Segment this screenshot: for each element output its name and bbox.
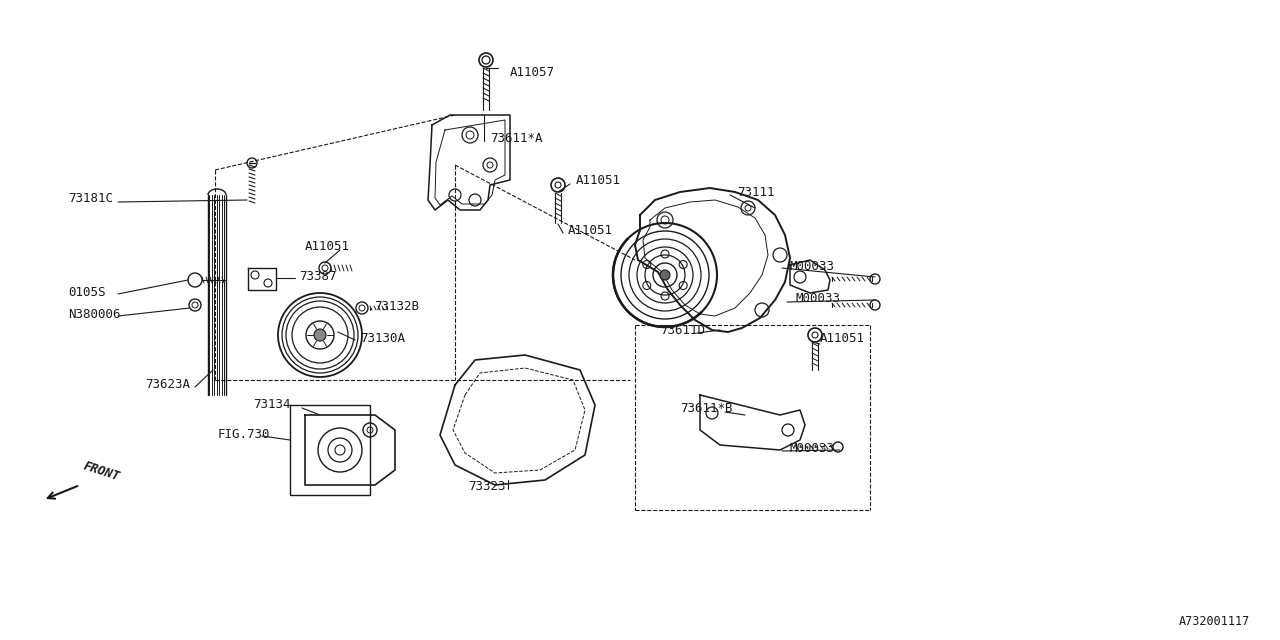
- Circle shape: [660, 270, 669, 280]
- Text: 73387: 73387: [300, 269, 337, 282]
- Text: 73611*B: 73611*B: [680, 403, 732, 415]
- Text: FRONT: FRONT: [82, 459, 122, 483]
- Text: A11051: A11051: [576, 175, 621, 188]
- Circle shape: [314, 329, 326, 341]
- Text: 73611*A: 73611*A: [490, 132, 543, 145]
- Text: A11057: A11057: [509, 65, 556, 79]
- Text: 73130A: 73130A: [360, 333, 404, 346]
- Text: A732001117: A732001117: [1179, 615, 1251, 628]
- Text: 73323: 73323: [468, 481, 506, 493]
- Text: 0105S: 0105S: [68, 285, 105, 298]
- Text: A11051: A11051: [820, 333, 865, 346]
- Text: A11051: A11051: [568, 225, 613, 237]
- Text: 73132B: 73132B: [374, 301, 419, 314]
- Text: A11051: A11051: [305, 241, 349, 253]
- Text: FIG.730: FIG.730: [218, 428, 270, 440]
- Text: N380006: N380006: [68, 308, 120, 321]
- Text: 73611D: 73611D: [660, 324, 705, 337]
- Text: 73134: 73134: [253, 397, 291, 410]
- Text: 73111: 73111: [737, 186, 774, 198]
- Text: 73181C: 73181C: [68, 193, 113, 205]
- Text: M00033: M00033: [790, 259, 835, 273]
- Text: M00033: M00033: [790, 442, 835, 456]
- Text: 73623A: 73623A: [145, 378, 189, 390]
- Text: M00033: M00033: [795, 292, 840, 305]
